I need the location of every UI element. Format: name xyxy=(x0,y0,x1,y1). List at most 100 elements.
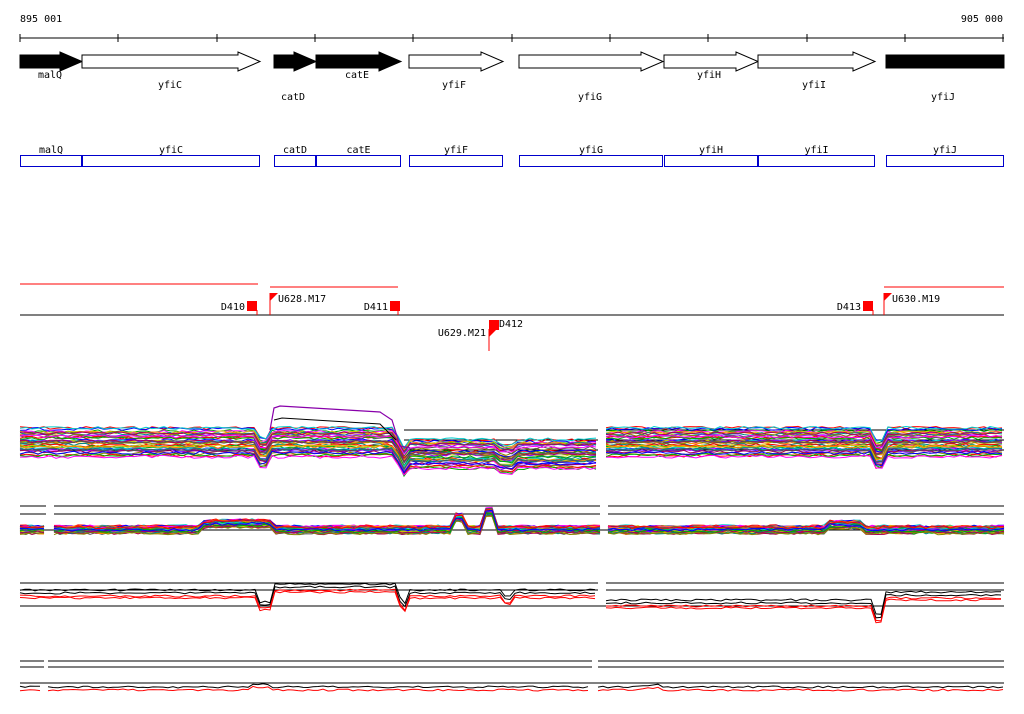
feature-U629.M21[interactable]: U629.M21 xyxy=(438,328,497,351)
gene-arrow-label: yfiC xyxy=(158,80,182,91)
expression-trace xyxy=(605,450,1003,467)
expression-trace xyxy=(605,433,1003,449)
gene-arrow-shape xyxy=(757,51,877,72)
expression-trace xyxy=(597,686,1004,692)
expression-trace xyxy=(19,444,597,471)
gene-box-yfiH[interactable]: yfiH xyxy=(664,145,758,167)
expression-trace xyxy=(19,450,597,474)
expression-trace xyxy=(605,434,1003,449)
expression-panel-1 xyxy=(19,405,1004,478)
expression-trace xyxy=(47,685,589,692)
feature-marker xyxy=(247,301,257,311)
gene-arrow-yfiI[interactable]: yfiI xyxy=(757,51,877,91)
expression-trace xyxy=(53,509,601,530)
expression-trace xyxy=(605,425,1003,442)
expression-trace xyxy=(605,443,1003,459)
gene-box-yfiC[interactable]: yfiC xyxy=(82,145,260,167)
expression-trace xyxy=(606,453,1003,470)
expression-trace xyxy=(605,451,1003,466)
gene-arrow-yfiC[interactable]: yfiC xyxy=(81,51,262,91)
feature-label: D411 xyxy=(364,302,388,313)
gene-arrow-yfiH[interactable]: yfiH xyxy=(663,51,760,81)
gene-box-malQ[interactable]: malQ xyxy=(20,145,82,167)
gene-box-rect xyxy=(664,155,758,167)
expression-trace xyxy=(19,451,597,475)
gene-box-yfiF[interactable]: yfiF xyxy=(409,145,503,167)
feature-label: U628.M17 xyxy=(278,294,326,305)
feature-marker xyxy=(863,301,873,311)
expression-trace xyxy=(19,585,596,608)
gene-arrow-catE[interactable]: catE xyxy=(315,51,403,81)
gene-arrow-label: catD xyxy=(281,92,305,103)
expression-trace xyxy=(19,582,596,605)
expression-trace xyxy=(19,425,597,449)
gene-box-rect xyxy=(886,155,1004,167)
gene-box-label: yfiC xyxy=(159,145,183,156)
gene-arrow-label: yfiF xyxy=(442,80,466,91)
feature-flag xyxy=(884,293,892,301)
coord-end-label: 905 000 xyxy=(961,14,1003,25)
ruler-ticks xyxy=(19,34,1004,42)
gene-box-yfiI[interactable]: yfiI xyxy=(758,145,875,167)
gene-box-label: catD xyxy=(283,145,307,156)
gene-box-label: yfiH xyxy=(699,145,723,156)
expression-trace xyxy=(19,430,597,452)
gene-box-catD[interactable]: catD xyxy=(274,145,316,167)
expression-trace xyxy=(607,524,1005,533)
expression-trace xyxy=(606,454,1003,469)
expression-trace xyxy=(605,447,1003,463)
feature-D412[interactable]: D412 xyxy=(489,319,523,330)
feature-U630.M19[interactable]: U630.M19 xyxy=(883,293,940,315)
expression-tracks xyxy=(19,405,1005,692)
feature-track: D410 U628.M17 D411 D412 U629.M21 D413 U630.M19 xyxy=(20,283,1004,351)
expression-panel-3 xyxy=(19,582,1004,624)
expression-trace xyxy=(607,520,1004,530)
expression-trace xyxy=(53,515,601,536)
gene-box-label: yfiI xyxy=(804,145,828,156)
feature-flag xyxy=(270,293,278,301)
gene-arrow-yfiJ[interactable]: yfiJ xyxy=(885,54,1005,103)
expression-trace xyxy=(19,440,597,464)
gene-arrow-yfiF[interactable]: yfiF xyxy=(408,51,505,91)
gene-box-track: malQ yfiC catD catE yfiF yfiG yfiH yfiI yfiJ xyxy=(20,145,1004,167)
feature-label: D412 xyxy=(499,319,523,330)
gene-arrow-yfiG[interactable]: yfiG xyxy=(518,51,665,103)
gene-arrow-label: yfiI xyxy=(802,80,826,91)
expression-trace xyxy=(605,444,1003,461)
gene-box-rect xyxy=(758,155,875,167)
expression-trace xyxy=(605,439,1003,457)
expression-trace xyxy=(19,685,41,688)
feature-label: D413 xyxy=(837,302,861,313)
feature-D411[interactable]: D411 xyxy=(364,301,400,313)
feature-D410[interactable]: D410 xyxy=(221,301,257,313)
expression-trace xyxy=(19,689,41,692)
gene-arrow-label: yfiJ xyxy=(931,92,955,103)
expression-trace xyxy=(19,444,597,467)
gene-box-rect xyxy=(519,155,663,167)
coord-start-label: 895 001 xyxy=(20,14,62,25)
gene-arrow-catD[interactable]: catD xyxy=(273,51,318,103)
expression-trace xyxy=(19,447,597,470)
gene-box-rect xyxy=(274,155,316,167)
gene-arrow-shape xyxy=(885,54,1005,69)
expression-panel-4 xyxy=(19,660,1004,692)
gene-arrow-malQ[interactable]: malQ xyxy=(19,51,84,81)
gene-box-yfiG[interactable]: yfiG xyxy=(519,145,663,167)
gene-box-catE[interactable]: catE xyxy=(316,145,401,167)
gene-arrow-label: yfiG xyxy=(578,92,602,103)
feature-marker xyxy=(390,301,400,311)
gene-arrow-track: malQ yfiC catD catE yfiF yfiG yfiH yfiI yfiJ xyxy=(19,51,1005,103)
feature-U628.M17[interactable]: U628.M17 xyxy=(269,293,326,315)
gene-box-rect xyxy=(316,155,401,167)
expression-trace-highlight xyxy=(273,417,397,441)
gene-arrow-shape xyxy=(315,51,403,72)
track-gap xyxy=(598,420,606,470)
expression-panel-2 xyxy=(19,505,1005,536)
gene-arrow-label: malQ xyxy=(38,70,62,81)
gene-arrow-label: catE xyxy=(345,70,369,81)
feature-D413[interactable]: D413 xyxy=(837,301,873,313)
gene-box-yfiJ[interactable]: yfiJ xyxy=(886,145,1004,167)
expression-trace xyxy=(607,526,1005,536)
expression-trace xyxy=(605,431,1003,447)
gene-arrow-shape xyxy=(518,51,665,72)
